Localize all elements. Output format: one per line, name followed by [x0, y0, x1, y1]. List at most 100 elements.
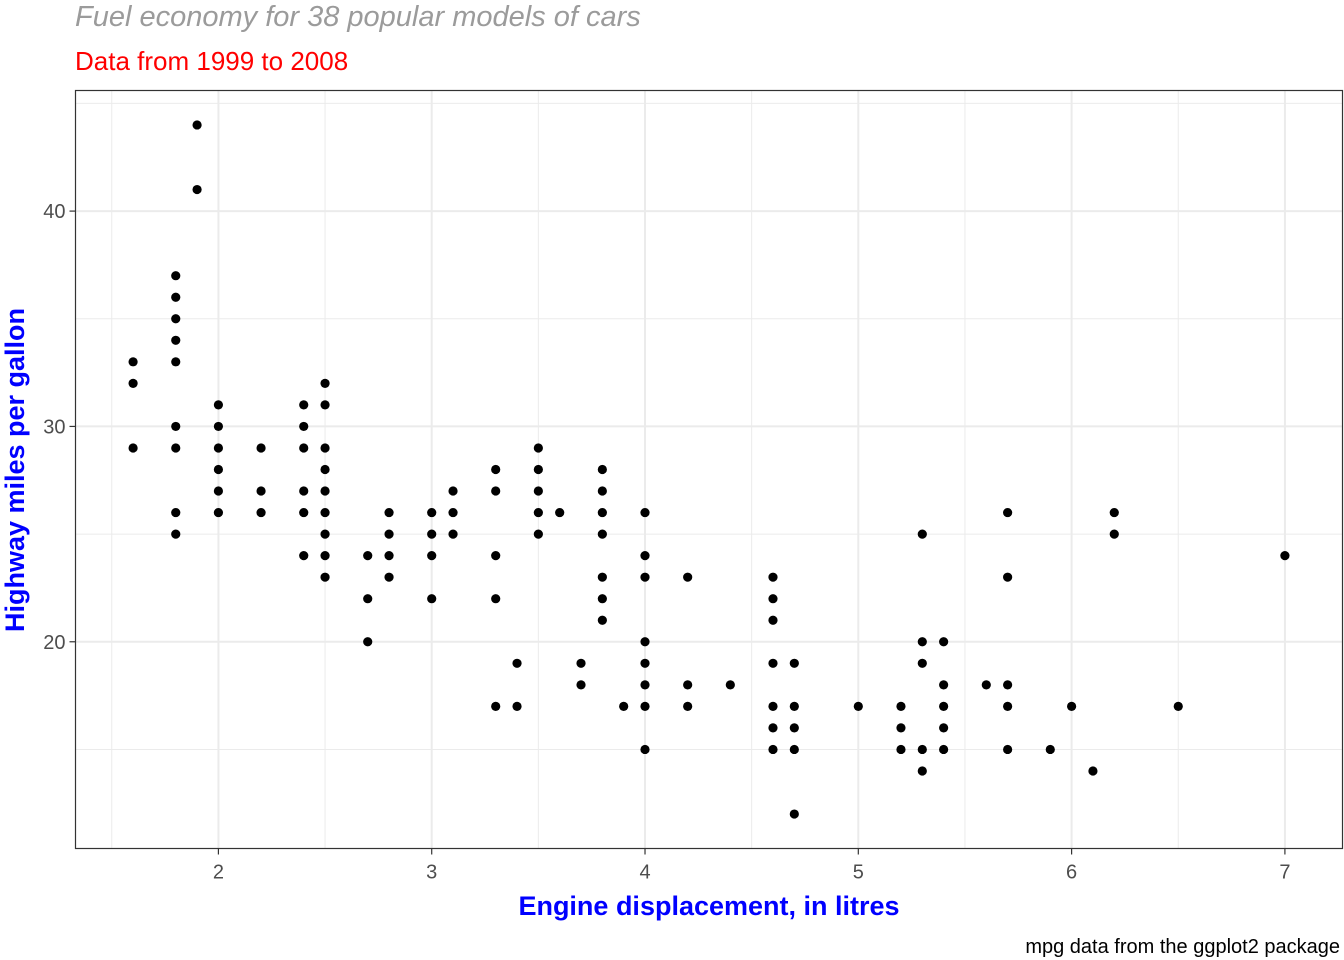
data-point [1045, 744, 1055, 755]
y-axis-label: Highway miles per gallon [0, 308, 30, 632]
data-point [683, 701, 693, 711]
data-point [213, 464, 224, 475]
data-points [128, 120, 1290, 819]
data-point [171, 292, 181, 302]
data-point [939, 680, 949, 690]
data-point [725, 680, 735, 690]
data-point [597, 615, 607, 625]
data-point [939, 701, 949, 711]
data-point [533, 486, 543, 496]
data-point [576, 680, 586, 690]
data-point [640, 658, 650, 668]
data-point [299, 443, 309, 453]
data-point [320, 443, 330, 453]
data-point [896, 701, 906, 711]
chart-title: Fuel economy for 38 popular models of ca… [75, 1, 641, 33]
data-point [597, 464, 607, 475]
data-point [171, 335, 181, 345]
data-point [1109, 507, 1119, 518]
data-point [128, 357, 138, 367]
data-point [448, 486, 458, 496]
data-point [427, 507, 437, 518]
data-point [917, 529, 927, 539]
data-point [683, 680, 693, 690]
data-point [128, 443, 138, 453]
data-point [789, 701, 799, 711]
y-tick-label: 20 [43, 632, 65, 654]
data-point [917, 637, 927, 647]
data-point [171, 529, 181, 539]
data-point [192, 184, 202, 195]
data-point [384, 551, 394, 561]
data-point [533, 507, 543, 518]
data-point [491, 701, 501, 711]
data-point [768, 723, 778, 733]
data-point [789, 723, 799, 733]
data-point [384, 507, 394, 518]
x-tick-label: 7 [1279, 862, 1290, 884]
data-point [427, 529, 437, 539]
data-point [171, 357, 181, 367]
panel-border [74, 89, 1344, 850]
data-point [597, 572, 607, 582]
data-point [1003, 507, 1013, 518]
data-point [320, 572, 330, 582]
data-point [299, 400, 309, 410]
data-point [533, 443, 543, 453]
data-point [640, 701, 650, 711]
axis-ticks: 2 3 4 5 6 7 20 30 40 [43, 201, 1290, 883]
data-point [1003, 744, 1013, 755]
data-point [299, 486, 309, 496]
data-point [171, 443, 181, 453]
data-point [448, 507, 458, 518]
chart-caption: mpg data from the ggplot2 package [1025, 936, 1340, 958]
data-point [917, 744, 927, 755]
data-point [1088, 766, 1098, 776]
data-point [640, 551, 650, 561]
data-point [576, 658, 586, 668]
data-point [917, 658, 927, 668]
data-point [320, 507, 330, 518]
data-point [640, 680, 650, 690]
data-point [299, 551, 309, 561]
data-point [384, 572, 394, 582]
data-point [640, 507, 650, 518]
data-point [768, 701, 778, 711]
data-point [1003, 572, 1013, 582]
data-point [427, 594, 437, 604]
data-point [171, 507, 181, 518]
data-point [896, 744, 906, 755]
data-point [171, 314, 181, 324]
chart-subtitle: Data from 1999 to 2008 [75, 46, 348, 76]
data-point [981, 680, 991, 690]
data-point [213, 443, 224, 453]
data-point [768, 594, 778, 604]
data-point [128, 378, 138, 388]
data-point [640, 637, 650, 647]
data-point [512, 701, 522, 711]
data-point [853, 701, 863, 711]
data-point [213, 400, 224, 410]
data-point [320, 486, 330, 496]
data-point [384, 529, 394, 539]
grid-lines [75, 90, 1343, 849]
data-point [363, 594, 373, 604]
data-point [213, 507, 224, 518]
data-point [1109, 529, 1119, 539]
data-point [512, 658, 522, 668]
x-axis-label: Engine displacement, in litres [518, 891, 899, 921]
data-point [256, 486, 266, 496]
data-point [896, 723, 906, 733]
data-point [789, 744, 799, 755]
data-point [555, 507, 565, 518]
data-point [768, 658, 778, 668]
data-point [619, 701, 629, 711]
data-point [320, 551, 330, 561]
x-tick-label: 2 [213, 862, 224, 884]
x-tick-label: 6 [1066, 862, 1077, 884]
data-point [789, 658, 799, 668]
data-point [1067, 701, 1077, 711]
data-point [427, 551, 437, 561]
data-point [1280, 551, 1290, 561]
